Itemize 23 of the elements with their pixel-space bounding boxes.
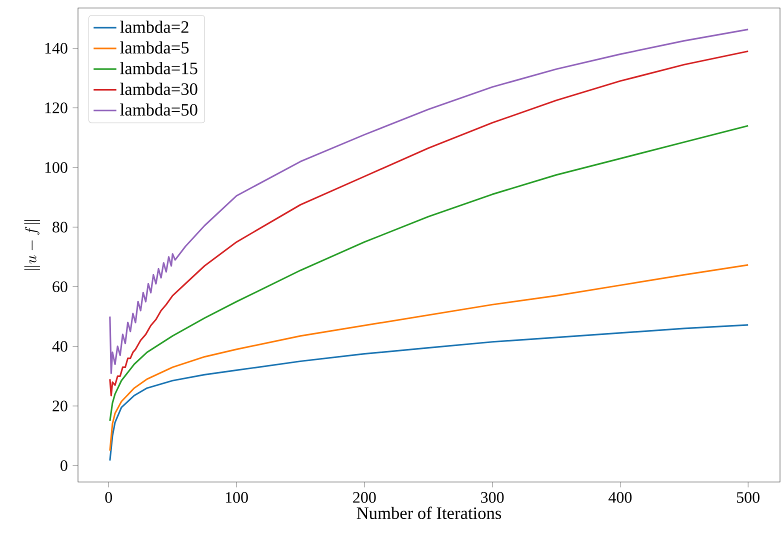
y-tick-label: 80	[52, 222, 68, 232]
x-tick-label: 0	[105, 492, 112, 503]
x-tick-label: 500	[737, 492, 760, 503]
y-tick-label: 60	[52, 281, 68, 292]
y-tick-label: 120	[45, 102, 68, 114]
y-tick-label: 140	[45, 42, 68, 54]
line-series	[109, 324, 749, 462]
x-tick-label: 400	[608, 492, 632, 503]
x-tick-label: 100	[226, 492, 248, 503]
x-tick-label: 200	[353, 492, 376, 503]
legend-label: lambda=2	[120, 20, 188, 33]
y-tick-label: 40	[52, 340, 68, 352]
legend-label: lambda=30	[120, 82, 198, 95]
legend-label: lambda=15	[120, 62, 198, 74]
y-tick-label: 20	[52, 400, 68, 412]
x-axis-title: Number of Iterations	[356, 506, 502, 520]
y-axis-title: $\|u-f\|$	[24, 220, 40, 270]
y-tick-label: 100	[45, 162, 68, 173]
legend-label: lambda=5	[120, 41, 189, 54]
x-tick-label: 300	[481, 492, 504, 503]
legend-label: lambda=50	[120, 103, 198, 116]
y-tick-label: 0	[60, 460, 68, 471]
line-series	[109, 124, 749, 422]
